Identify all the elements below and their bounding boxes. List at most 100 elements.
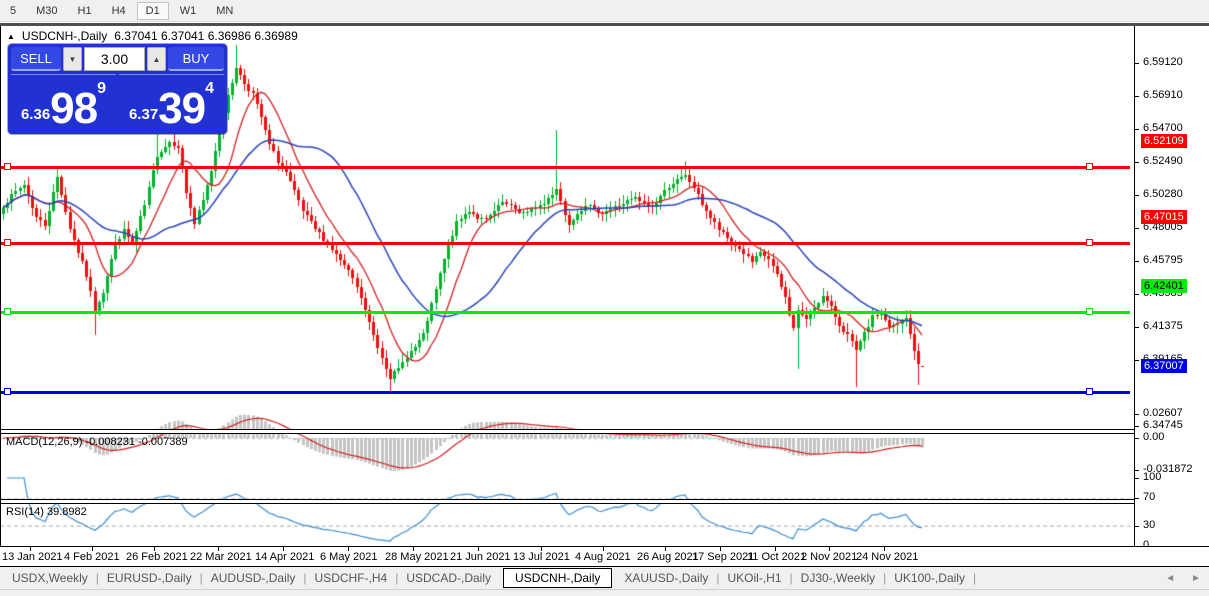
tab-scroll-left-icon[interactable]: ◄ xyxy=(1165,572,1176,584)
price-axis-tick-label: 6.34745 xyxy=(1143,419,1183,432)
time-axis-tick xyxy=(720,547,721,551)
date-label: 2 Nov 2021 xyxy=(801,551,858,563)
chart-tab-dj30[interactable]: DJ30-,Weekly xyxy=(800,571,876,585)
rsi-axis-tick-label: 0 xyxy=(1143,539,1150,551)
volume-increase-button[interactable]: ▲ xyxy=(147,47,166,71)
time-axis-tick xyxy=(775,547,776,551)
chevron-down-icon: ▼ xyxy=(68,54,77,64)
chart-tab-xauusd[interactable]: XAUUSD-,Daily xyxy=(624,571,709,585)
volume-input[interactable]: 3.00 xyxy=(84,47,145,71)
price-axis-tick xyxy=(1134,426,1139,428)
price-axis-tick-label: 6.52490 xyxy=(1143,154,1183,167)
rsi-axis-tick-label: 100 xyxy=(1143,471,1162,483)
hline-handle-icon[interactable] xyxy=(1086,307,1093,315)
pane-separator-macd[interactable] xyxy=(0,429,1209,434)
pane-separator-rsi[interactable] xyxy=(0,499,1209,504)
chart-tab-uk100[interactable]: UK100-,Daily xyxy=(894,571,965,585)
price-axis-tick-label: 6.59120 xyxy=(1143,55,1183,68)
date-label: 4 Feb 2021 xyxy=(64,551,120,563)
price-axis-tick xyxy=(1134,128,1139,130)
hline-handle-icon[interactable] xyxy=(4,163,11,171)
price-axis-tick-label: 6.48005 xyxy=(1143,221,1183,234)
buy-price-prefix: 6.37 xyxy=(128,106,159,123)
sell-price-prefix: 6.36 xyxy=(20,106,51,123)
date-label: 11 Oct 2021 xyxy=(747,551,807,563)
chart-bottom-border xyxy=(0,546,1209,547)
timeframe-button-w1[interactable]: W1 xyxy=(179,4,197,17)
hline-6.52109[interactable] xyxy=(0,163,1130,171)
tab-separator: | xyxy=(395,571,399,585)
hline-handle-icon[interactable] xyxy=(4,307,11,315)
timeframe-button-d1[interactable]: D1 xyxy=(136,1,169,20)
hline-6.42401[interactable] xyxy=(0,307,1130,315)
hline-handle-icon[interactable] xyxy=(4,388,11,396)
price-axis-tick-label: 6.56910 xyxy=(1143,88,1183,101)
price-axis-tick xyxy=(1134,327,1139,329)
tab-separator: | xyxy=(972,571,977,585)
price-axis-tick-label: 6.41375 xyxy=(1143,320,1183,333)
one-click-trade-panel: SELL ▼ 3.00 ▲ BUY 6.36 98 9 6.37 39 4 xyxy=(8,44,227,134)
chart-tab-usdcnh[interactable]: USDCNH-,Daily xyxy=(503,567,613,588)
timeframe-button-m30[interactable]: M30 xyxy=(36,4,58,17)
timeframe-toolbar: 5 M30 H1 H4 D1 W1 MN xyxy=(0,0,1209,22)
price-axis-tick-label: 6.54700 xyxy=(1143,121,1183,134)
macd-axis-tick xyxy=(1134,414,1139,415)
chart-ohlc-header: ▲ USDCNH-,Daily 6.37041 6.37041 6.36986 … xyxy=(7,29,298,43)
hline-handle-icon[interactable] xyxy=(1086,388,1093,396)
timeframe-button-5[interactable]: 5 xyxy=(10,4,17,17)
buy-button[interactable]: BUY xyxy=(168,47,224,71)
chart-tab-usdx[interactable]: USDX,Weekly xyxy=(12,571,88,585)
date-label: 21 Jun 2021 xyxy=(450,551,511,563)
price-axis: 6.59120 6.56910 6.54700 6.52490 6.50280 6.480… xyxy=(1134,26,1209,551)
hline-6.47015[interactable] xyxy=(0,239,1130,247)
chart-tab-usdchf[interactable]: USDCHF-,H4 xyxy=(314,571,388,585)
time-axis-tick xyxy=(478,547,479,551)
timeframe-button-h4[interactable]: H4 xyxy=(111,4,126,17)
price-axis-tick-label: 6.45795 xyxy=(1143,254,1183,267)
price-axis-tick-label: 6.50280 xyxy=(1143,187,1183,200)
tab-scroll-right-icon[interactable]: ► xyxy=(1191,572,1201,584)
rsi-axis-tick xyxy=(1134,525,1139,527)
chart-tab-ukoil[interactable]: UKOil-,H1 xyxy=(727,571,782,585)
sell-price-pip: 9 xyxy=(97,80,107,97)
hline-6.37007[interactable] xyxy=(0,388,1130,396)
buy-price-big: 39 xyxy=(158,83,206,133)
tab-separator: | xyxy=(789,571,793,585)
timeframe-button-mn[interactable]: MN xyxy=(216,4,234,17)
price-axis-tick xyxy=(1134,95,1139,97)
time-axis-tick xyxy=(30,547,31,551)
rsi-axis-tick xyxy=(1134,478,1139,479)
hline-handle-icon[interactable] xyxy=(1086,163,1093,171)
hline-handle-icon[interactable] xyxy=(4,239,11,247)
date-label: 4 Aug 2021 xyxy=(575,551,631,563)
timeframe-button-h1[interactable]: H1 xyxy=(77,4,92,17)
buy-price-display[interactable]: 6.37 39 4 xyxy=(119,74,224,130)
chart-tab-usdcad[interactable]: USDCAD-,Daily xyxy=(406,571,492,585)
date-label: 26 Feb 2021 xyxy=(126,551,188,563)
chart-symbol-label: USDCNH-,Daily xyxy=(21,29,108,43)
sell-price-display[interactable]: 6.36 98 9 xyxy=(11,74,116,130)
tab-separator: | xyxy=(199,571,203,585)
date-label: 14 Apr 2021 xyxy=(255,551,315,563)
time-axis[interactable]: 13 Jan 2021 4 Feb 2021 26 Feb 2021 22 Mar 2… xyxy=(0,547,1209,566)
rsi-indicator-label: RSI(14) 39.8982 xyxy=(6,506,87,518)
macd-axis-tick-label: 0.02607 xyxy=(1143,407,1183,419)
chevron-up-icon: ▲ xyxy=(152,54,161,64)
price-level-badge-6.37007: 6.37007 xyxy=(1141,359,1187,374)
collapse-trade-panel-icon[interactable]: ▲ xyxy=(7,31,15,41)
rsi-axis-tick xyxy=(1134,498,1139,500)
window-divider xyxy=(0,22,1209,26)
sell-button[interactable]: SELL xyxy=(11,47,61,71)
time-axis-tick xyxy=(413,547,414,551)
hline-handle-icon[interactable] xyxy=(1086,239,1093,247)
date-label: 24 Nov 2021 xyxy=(856,551,919,563)
chart-tab-audusd[interactable]: AUDUSD-,Daily xyxy=(210,571,296,585)
price-level-badge-6.47015: 6.47015 xyxy=(1141,210,1187,225)
tab-separator: | xyxy=(883,571,887,585)
time-axis-tick xyxy=(283,547,284,551)
volume-decrease-button[interactable]: ▼ xyxy=(63,47,82,71)
buy-price-pip: 4 xyxy=(205,80,215,97)
tab-separator: | xyxy=(716,571,720,585)
time-axis-tick xyxy=(218,547,219,551)
chart-tab-eurusd[interactable]: EURUSD-,Daily xyxy=(106,571,192,585)
